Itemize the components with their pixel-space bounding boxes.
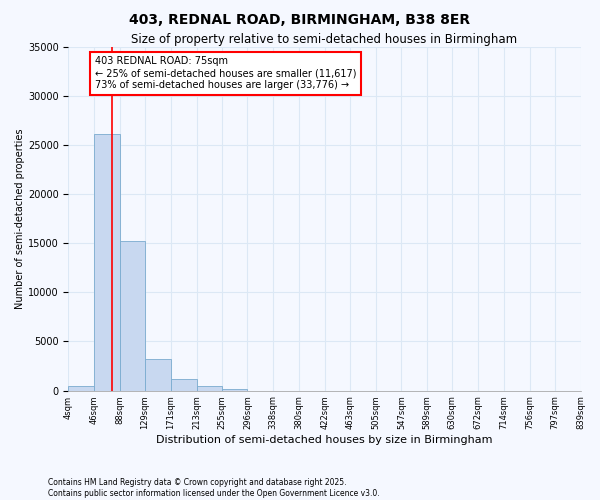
Bar	[68, 386, 94, 390]
Title: Size of property relative to semi-detached houses in Birmingham: Size of property relative to semi-detach…	[131, 32, 518, 46]
Bar	[145, 359, 171, 390]
Bar	[171, 379, 197, 390]
Text: Contains HM Land Registry data © Crown copyright and database right 2025.
Contai: Contains HM Land Registry data © Crown c…	[48, 478, 380, 498]
Text: 403 REDNAL ROAD: 75sqm
← 25% of semi-detached houses are smaller (11,617)
73% of: 403 REDNAL ROAD: 75sqm ← 25% of semi-det…	[95, 56, 356, 90]
Bar	[197, 386, 223, 390]
Bar	[94, 134, 120, 390]
Bar	[223, 388, 247, 390]
Bar	[120, 241, 145, 390]
Y-axis label: Number of semi-detached properties: Number of semi-detached properties	[15, 128, 25, 309]
X-axis label: Distribution of semi-detached houses by size in Birmingham: Distribution of semi-detached houses by …	[156, 435, 493, 445]
Text: 403, REDNAL ROAD, BIRMINGHAM, B38 8ER: 403, REDNAL ROAD, BIRMINGHAM, B38 8ER	[130, 12, 470, 26]
